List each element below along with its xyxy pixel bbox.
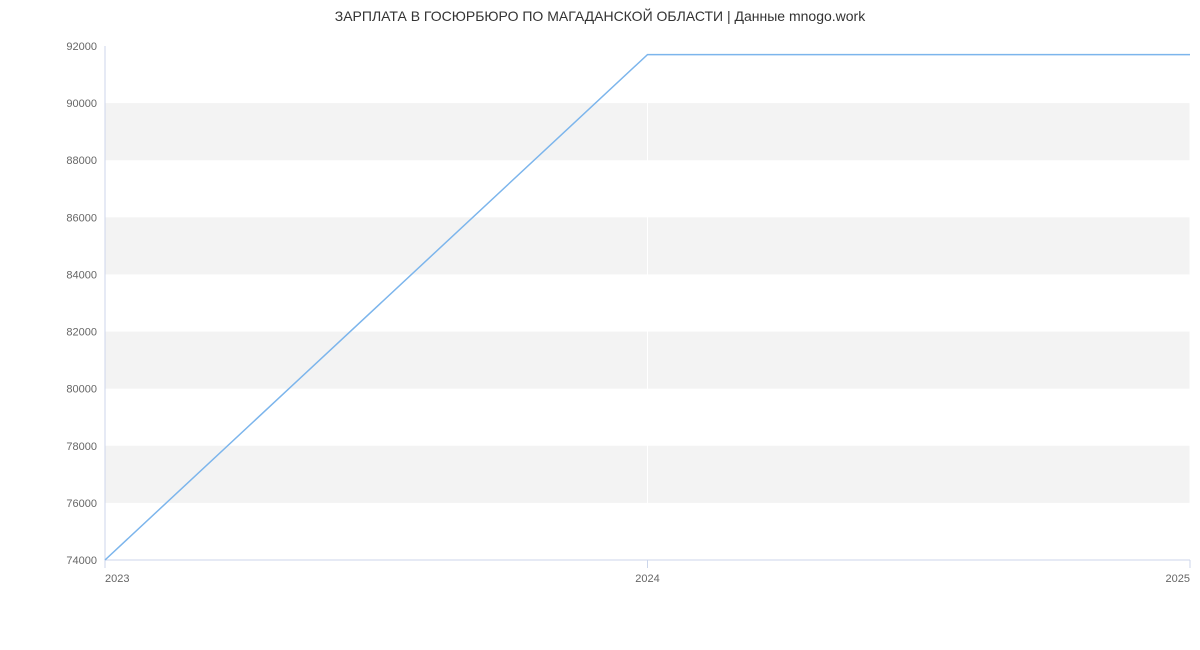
x-tick-label: 2024 (635, 573, 659, 585)
x-tick-label: 2023 (105, 573, 129, 585)
y-tick-label: 78000 (66, 441, 97, 453)
chart-svg: 74000 76000 78000 80000 82000 84000 86000 88000… (0, 0, 1200, 650)
chart-title: ЗАРПЛАТА В ГОСЮРБЮРО ПО МАГАДАНСКОЙ ОБЛА… (0, 8, 1200, 24)
y-tick-label: 82000 (66, 327, 97, 339)
y-tick-label: 76000 (66, 498, 97, 510)
y-tick-label: 86000 (66, 212, 97, 224)
y-tick-label: 90000 (66, 98, 97, 110)
y-tick-label: 88000 (66, 155, 97, 167)
y-tick-label: 80000 (66, 384, 97, 396)
y-tick-label: 84000 (66, 269, 97, 281)
salary-chart: ЗАРПЛАТА В ГОСЮРБЮРО ПО МАГАДАНСКОЙ ОБЛА… (0, 0, 1200, 650)
y-tick-label: 92000 (66, 41, 97, 53)
x-tick-label: 2025 (1166, 573, 1190, 585)
y-tick-label: 74000 (66, 555, 97, 567)
